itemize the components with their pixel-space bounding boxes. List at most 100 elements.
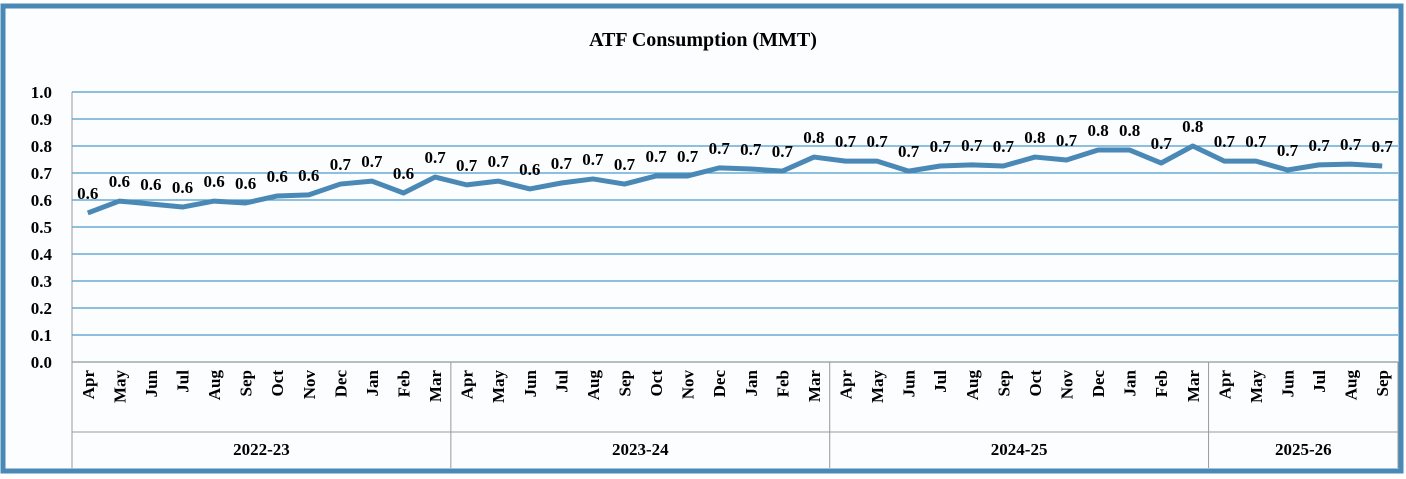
data-label: 0.6: [77, 184, 98, 203]
x-tick-label: Mar: [1184, 370, 1203, 403]
x-tick-label: Dec: [331, 370, 350, 398]
x-tick-label: Mar: [426, 370, 445, 403]
group-label: 2023-24: [612, 440, 669, 459]
x-tick-label: Oct: [268, 370, 287, 397]
data-label: 0.7: [898, 142, 920, 161]
x-tick-label: Jul: [174, 370, 193, 393]
data-label: 0.7: [993, 137, 1015, 156]
data-label: 0.7: [330, 155, 352, 174]
y-tick-label: 0.6: [31, 191, 52, 210]
chart-frame: [0, 3, 1404, 474]
y-tick-label: 0.5: [31, 218, 52, 237]
x-tick-label: Nov: [300, 370, 319, 400]
data-line: [86, 143, 1383, 216]
x-tick-label: Sep: [994, 370, 1013, 396]
x-tick-label: Jun: [900, 369, 919, 397]
group-label: 2025-26: [1275, 440, 1332, 459]
y-tick-label: 0.8: [31, 137, 52, 156]
data-label: 0.6: [235, 174, 256, 193]
data-label: 0.7: [1214, 132, 1236, 151]
data-label: 0.7: [709, 139, 731, 158]
x-tick-label: Aug: [584, 370, 603, 401]
chart-title: ATF Consumption (MMT): [589, 29, 817, 51]
y-tick-label: 0.1: [31, 326, 52, 345]
data-label: 0.8: [803, 128, 824, 147]
data-label: 0.7: [1372, 137, 1394, 156]
data-label: 0.6: [267, 167, 288, 186]
data-label: 0.8: [1087, 121, 1108, 140]
data-label: 0.7: [1151, 134, 1173, 153]
y-tick-label: 0.3: [31, 272, 52, 291]
x-tick-label: May: [110, 370, 129, 404]
data-label: 0.6: [203, 172, 224, 191]
data-label: 0.7: [645, 147, 667, 166]
y-tick-label: 0.2: [31, 299, 52, 318]
data-label: 0.6: [393, 164, 414, 183]
data-label: 0.7: [772, 142, 794, 161]
data-label: 0.8: [1182, 117, 1203, 136]
data-label: 0.7: [835, 132, 857, 151]
x-tick-label: Feb: [773, 370, 792, 397]
data-label: 0.7: [582, 150, 604, 169]
x-tick-label: Aug: [205, 370, 224, 401]
data-label: 0.7: [1245, 132, 1267, 151]
x-tick-label: Jun: [142, 369, 161, 397]
y-tick-label: 0.9: [31, 110, 52, 129]
data-label: 0.7: [930, 137, 952, 156]
x-tick-label: Feb: [1152, 370, 1171, 397]
x-tick-label: Sep: [1373, 370, 1392, 396]
data-label: 0.6: [140, 175, 161, 194]
x-tick-label: Nov: [1058, 370, 1077, 400]
group-label: 2022-23: [233, 440, 290, 459]
data-label: 0.6: [298, 166, 319, 185]
x-tick-label: Jan: [363, 369, 382, 396]
y-tick-label: 0.0: [31, 353, 52, 372]
x-tick-label: Jan: [742, 369, 761, 396]
x-tick-label: Dec: [1089, 370, 1108, 398]
x-tick-label: Jan: [1121, 369, 1140, 396]
y-tick-label: 0.4: [31, 245, 53, 264]
x-tick-label: Oct: [1026, 370, 1045, 397]
x-tick-label: Jul: [931, 370, 950, 393]
x-tick-label: Dec: [710, 370, 729, 398]
x-tick-label: Aug: [963, 370, 982, 401]
data-label: 0.7: [740, 140, 762, 159]
x-tick-label: Jul: [1310, 370, 1329, 393]
x-tick-label: Apr: [1215, 370, 1234, 400]
x-tick-label: Jun: [1279, 369, 1298, 397]
x-tick-label: Nov: [679, 370, 698, 400]
data-label: 0.7: [1308, 136, 1330, 155]
data-label: 0.6: [172, 178, 193, 197]
x-tick-label: Sep: [237, 370, 256, 396]
data-label: 0.7: [424, 148, 446, 167]
data-label: 0.7: [961, 136, 983, 155]
data-label: 0.7: [456, 156, 478, 175]
data-label: 0.7: [614, 155, 636, 174]
x-tick-label: Aug: [1342, 370, 1361, 401]
y-tick-label: 0.7: [31, 164, 53, 183]
data-label: 0.7: [677, 147, 699, 166]
data-label: 0.8: [1024, 128, 1045, 147]
data-label: 0.7: [1056, 131, 1078, 150]
x-tick-label: Sep: [616, 370, 635, 396]
x-tick-label: Oct: [647, 370, 666, 397]
data-label: 0.7: [361, 152, 383, 171]
data-label: 0.7: [1340, 135, 1362, 154]
x-tick-label: Jun: [521, 369, 540, 397]
data-label: 0.8: [1119, 121, 1140, 140]
x-tick-label: Apr: [458, 370, 477, 400]
data-label: 0.6: [519, 160, 540, 179]
group-label: 2024-25: [991, 440, 1048, 459]
x-tick-label: Apr: [837, 370, 856, 400]
x-tick-label: May: [1247, 370, 1266, 404]
y-tick-label: 1.0: [31, 83, 52, 102]
x-tick-label: Jul: [552, 370, 571, 393]
data-label: 0.7: [551, 154, 573, 173]
x-tick-label: May: [489, 370, 508, 404]
x-tick-label: May: [868, 370, 887, 404]
x-tick-label: Apr: [79, 370, 98, 400]
x-tick-label: Feb: [395, 370, 414, 397]
data-label: 0.7: [488, 152, 510, 171]
